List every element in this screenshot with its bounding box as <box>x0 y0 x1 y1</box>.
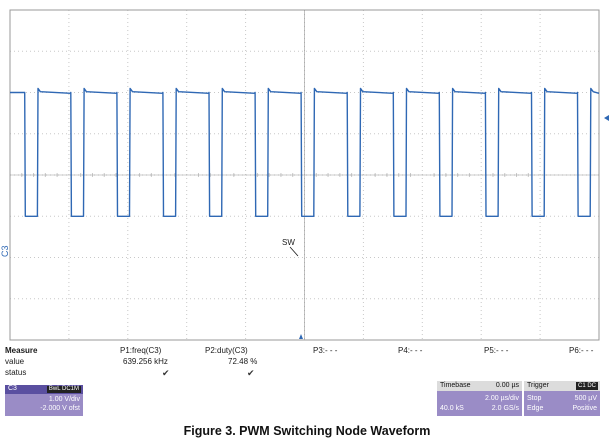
timebase-rate: 2.0 GS/s <box>491 405 519 412</box>
graticule <box>9 9 600 341</box>
status-row-label: status <box>5 368 27 377</box>
measure-panel: Measure P1:freq(C3) P2:duty(C3) P3:- - -… <box>0 344 614 382</box>
channel-coupling-badge: BwL DC1M <box>46 386 81 393</box>
timebase-label: Timebase <box>440 382 471 389</box>
trigger-level: 500 µV <box>574 395 597 402</box>
trigger-slope: Positive <box>572 405 597 412</box>
triangle-up-icon <box>299 334 303 339</box>
figure-caption: Figure 3. PWM Switching Node Waveform <box>183 424 431 438</box>
timebase-delay: 0.00 µs <box>495 382 519 389</box>
timebase-header: Timebase 0.00 µs <box>437 381 522 391</box>
param-3-name[interactable]: P3:- - - <box>313 346 338 355</box>
param-2-status-check-icon: ✔ <box>247 368 255 378</box>
trigger-source-badge: C1 DC <box>575 382 598 390</box>
trigger-mode: Stop <box>527 395 542 402</box>
trigger-type: Edge <box>527 405 544 412</box>
channel-c3-descriptor[interactable]: C3 BwL DC1M 1.00 V/div -2.000 V ofst <box>5 385 83 416</box>
waveform-c3 <box>10 87 600 217</box>
trace-label-leader <box>289 246 299 257</box>
channel-header: C3 BwL DC1M <box>5 385 83 394</box>
param-4-name[interactable]: P4:- - - <box>398 346 423 355</box>
trigger-descriptor[interactable]: Trigger C1 DC Stop 500 µV Edge Positive <box>524 381 600 416</box>
channel-vdiv: 1.00 V/div <box>48 396 80 403</box>
param-1-value: 639.256 kHz <box>123 357 168 366</box>
trace-c3 <box>10 87 600 217</box>
timebase-tdiv: 2.00 µs/div <box>485 395 519 402</box>
triangle-left-icon <box>604 115 609 121</box>
trigger-header: Trigger C1 DC <box>524 381 600 391</box>
measure-header: Measure <box>5 346 38 355</box>
oscilloscope-screen: C3 SW <box>0 9 609 341</box>
value-row-label: value <box>5 357 25 366</box>
param-2-value: 72.48 % <box>228 357 258 366</box>
param-6-name[interactable]: P6:- - - <box>569 346 594 355</box>
trace-label: SW <box>282 238 295 247</box>
param-1-name[interactable]: P1:freq(C3) <box>120 346 162 355</box>
param-2-name[interactable]: P2:duty(C3) <box>205 346 248 355</box>
grid-border <box>9 9 600 341</box>
channel-label: C3 <box>0 245 10 257</box>
channel-name: C3 <box>8 385 17 392</box>
timebase-descriptor[interactable]: Timebase 0.00 µs 2.00 µs/div 40.0 kS 2.0… <box>437 381 522 416</box>
trigger-label: Trigger <box>527 382 549 389</box>
timebase-samples: 40.0 kS <box>440 405 464 412</box>
param-1-status-check-icon: ✔ <box>162 368 170 378</box>
param-5-name[interactable]: P5:- - - <box>484 346 509 355</box>
channel-offset: -2.000 V ofst <box>40 405 80 412</box>
